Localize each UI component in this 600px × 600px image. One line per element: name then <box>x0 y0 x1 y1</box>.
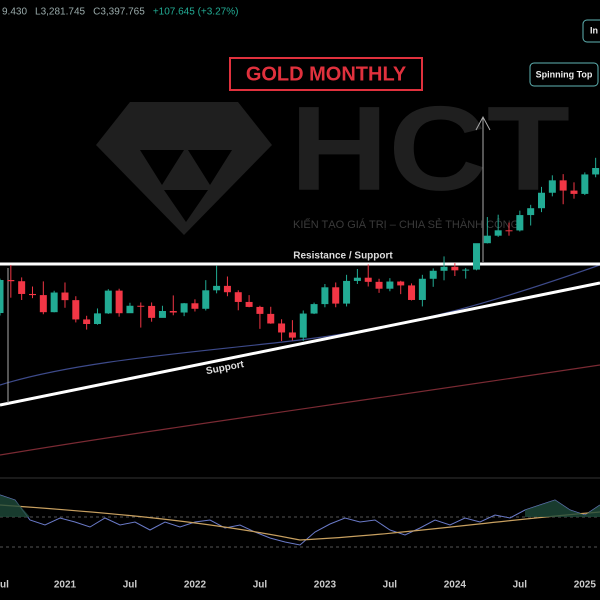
candle-body <box>148 305 156 318</box>
candle-body <box>473 243 481 270</box>
header-value: 9.430 <box>2 7 27 18</box>
candle-body <box>527 208 535 216</box>
x-tick-label: 2022 <box>184 580 207 591</box>
candle-body <box>245 301 253 307</box>
candle-body <box>375 281 383 289</box>
pattern-label: Spinning Top <box>536 69 593 79</box>
candle-body <box>310 304 318 314</box>
x-axis: ul 2021 Jul 2022 Jul 2023 Jul 2024 Jul 2025 <box>0 580 596 591</box>
candle-body <box>429 270 437 279</box>
x-tick-label: 2021 <box>54 580 77 591</box>
candle-body <box>83 319 91 325</box>
candle-body <box>408 285 416 300</box>
candle-body <box>137 305 145 307</box>
candle-body <box>516 215 524 231</box>
pattern-box <box>529 62 599 87</box>
x-tick-label: 2025 <box>574 580 597 591</box>
candle-body <box>61 292 69 301</box>
candle-body <box>386 281 394 289</box>
header-value: L3,281.745 <box>35 7 85 18</box>
candle-body <box>353 277 361 281</box>
candle-body <box>202 290 210 309</box>
candle-body <box>397 281 405 286</box>
candle-body <box>505 230 513 232</box>
candle-body <box>50 292 58 313</box>
x-tick-label: Jul <box>513 580 528 591</box>
candle-body <box>538 192 545 209</box>
x-tick-label: Jul <box>253 580 268 591</box>
candle-body <box>234 292 242 302</box>
candle-body <box>169 310 177 313</box>
watermark <box>96 102 272 235</box>
osc-signal <box>0 504 600 541</box>
candle-body <box>158 310 166 318</box>
logo-cut <box>188 150 232 185</box>
candle-body <box>256 306 264 314</box>
candle-body <box>223 285 231 293</box>
x-tick-label: 2023 <box>314 580 337 591</box>
header-value: C3,397.765 <box>93 7 145 18</box>
candle-body <box>7 279 15 282</box>
candle-body <box>483 235 491 244</box>
candle-body <box>321 287 329 305</box>
candle-body <box>115 290 123 314</box>
candle-body <box>570 190 578 194</box>
candle-body <box>191 303 199 309</box>
candle-body <box>18 281 26 294</box>
title-box <box>229 57 423 91</box>
logo-cut <box>140 150 184 185</box>
corner-box <box>582 19 600 43</box>
candle-body <box>418 278 426 300</box>
candle-body <box>462 269 470 271</box>
ma-long <box>0 364 600 456</box>
candle-body <box>278 323 286 333</box>
watermark-brand: HCT <box>290 82 570 216</box>
logo-diamond <box>96 102 272 235</box>
candle-body <box>581 174 589 194</box>
candle-body <box>28 293 36 296</box>
ma-mid <box>0 264 600 386</box>
logo-cut <box>164 190 208 222</box>
candle-body <box>299 313 307 338</box>
candle-body <box>267 313 275 324</box>
candle-body <box>104 290 112 314</box>
candle-body <box>213 285 221 291</box>
support-line <box>0 281 600 407</box>
candle-body <box>288 332 296 338</box>
arrow-head <box>475 115 491 131</box>
candle-body <box>93 313 101 325</box>
candle-body <box>592 168 600 175</box>
candle-body <box>0 279 4 314</box>
candle-body <box>126 305 134 314</box>
candle-body <box>451 266 459 271</box>
candle-body <box>343 280 351 304</box>
corner-label: In <box>590 25 598 35</box>
candle-body <box>559 180 567 191</box>
candle-body <box>364 277 372 282</box>
candle-body <box>332 287 340 304</box>
candle-body <box>72 300 80 320</box>
candle-body <box>494 230 502 236</box>
candle-body <box>548 180 556 193</box>
x-tick-label: 2024 <box>444 580 467 591</box>
x-tick-label: Jul <box>383 580 398 591</box>
x-tick-label: Jul <box>123 580 138 591</box>
resistance-label: Resistance / Support <box>293 251 393 262</box>
osc-line <box>0 494 600 546</box>
candles <box>0 157 600 341</box>
chart-title: GOLD MONTHLY <box>246 63 407 85</box>
header-value: +107.645 (+3.27%) <box>153 7 239 18</box>
watermark-tagline: KIẾN TẠO GIÁ TRỊ – CHIA SẺ THÀNH CÔNG <box>293 218 519 231</box>
candle-body <box>440 266 448 271</box>
x-tick-label: ul <box>0 580 9 591</box>
osc-fill <box>0 495 600 517</box>
candle-body <box>39 295 47 313</box>
header: 9.430 L3,281.745 C3,397.765 +107.645 (+3.27… <box>2 7 238 18</box>
candle-body <box>180 303 188 313</box>
